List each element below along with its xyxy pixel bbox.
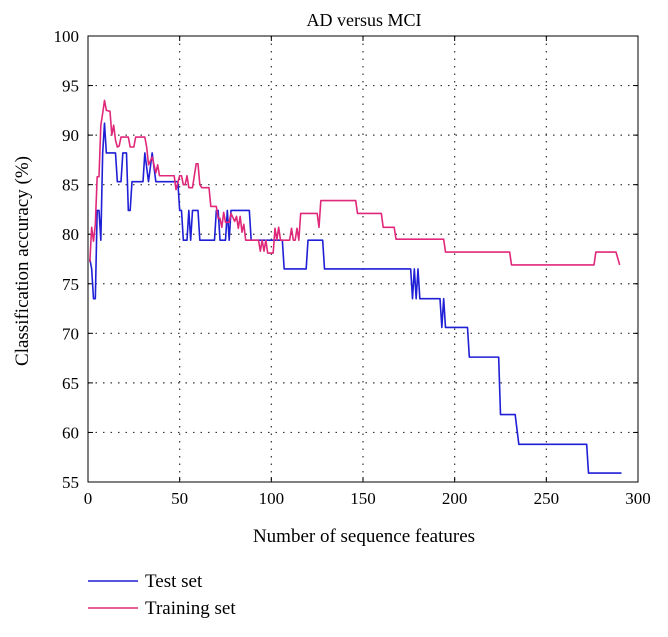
y-tick-label: 90 xyxy=(62,126,79,145)
x-tick-label: 200 xyxy=(442,489,468,508)
legend: Test set Training set xyxy=(88,571,236,619)
y-tick-label: 70 xyxy=(62,324,79,343)
tick-labels: 0 50 100 150 200 250 300 55 60 65 70 75 80 85 90 95 100 xyxy=(54,27,651,508)
series-line-test-set xyxy=(89,122,622,474)
y-tick-label: 75 xyxy=(62,275,79,294)
axis-ticks xyxy=(87,35,639,483)
x-tick-label: 250 xyxy=(534,489,560,508)
x-tick-label: 50 xyxy=(171,489,188,508)
y-tick-label: 85 xyxy=(62,176,79,195)
y-tick-label: 100 xyxy=(54,27,80,46)
y-tick-label: 65 xyxy=(62,374,79,393)
y-axis-label: Classification accuracy (%) xyxy=(12,156,33,366)
x-tick-label: 100 xyxy=(259,489,285,508)
y-tick-label: 60 xyxy=(62,423,79,442)
legend-label-test-set: Test set xyxy=(145,571,203,592)
y-tick-label: 95 xyxy=(62,77,79,96)
grid xyxy=(88,36,638,482)
chart-title: AD versus MCI xyxy=(307,10,422,30)
x-tick-label: 0 xyxy=(84,489,93,508)
x-tick-label: 300 xyxy=(625,489,651,508)
series-lines xyxy=(89,99,622,474)
plot-frame xyxy=(87,35,639,483)
x-tick-label: 150 xyxy=(350,489,376,508)
legend-label-training-set: Training set xyxy=(145,598,236,619)
series-line-training-set xyxy=(89,99,621,266)
y-tick-label: 55 xyxy=(62,473,79,492)
x-axis-label: Number of sequence features xyxy=(253,526,475,547)
y-tick-label: 80 xyxy=(62,225,79,244)
